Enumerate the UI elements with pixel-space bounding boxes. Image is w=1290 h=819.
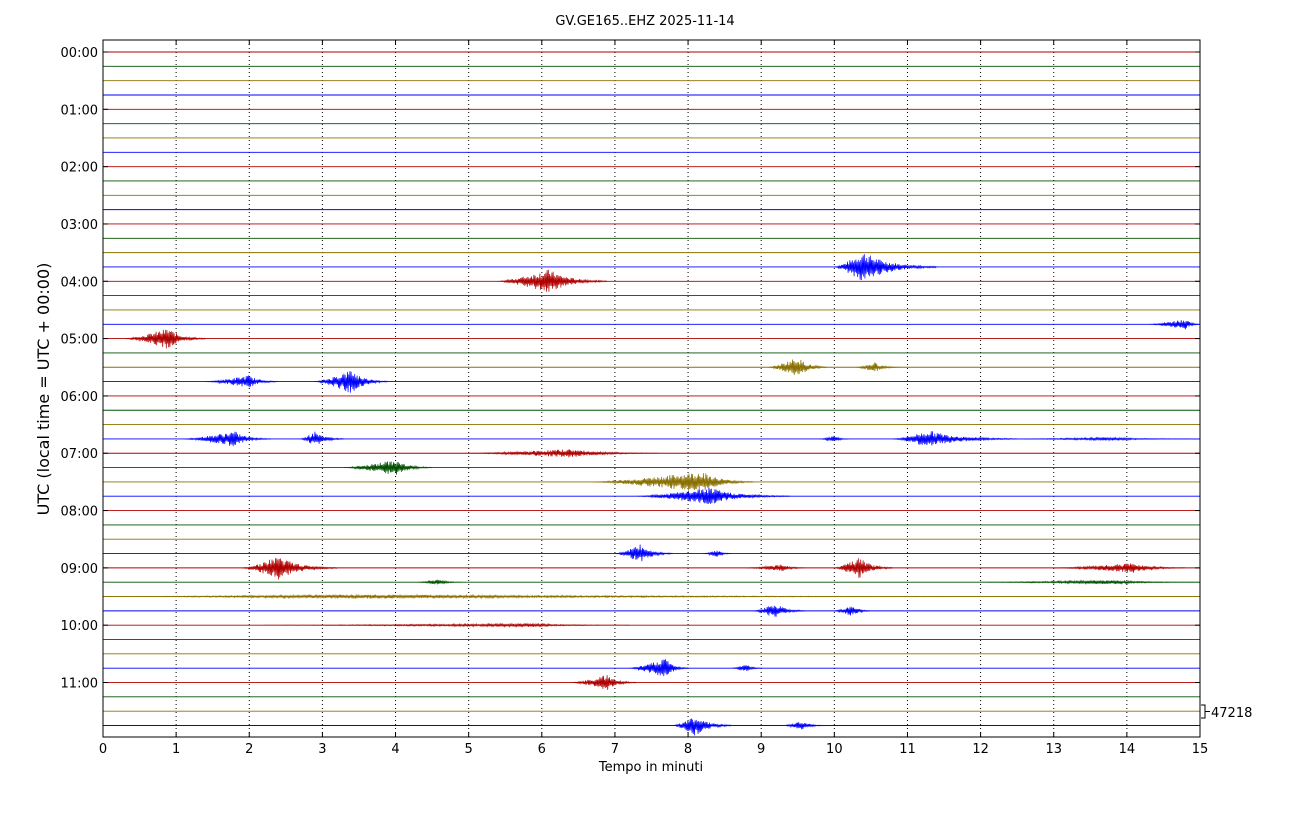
seismic-event-waveform xyxy=(746,564,805,572)
seismic-event-waveform xyxy=(731,665,761,672)
seismic-event-waveform xyxy=(205,375,279,388)
x-tick-label: 13 xyxy=(1045,742,1062,757)
x-tick-label: 5 xyxy=(465,742,473,757)
x-tick-label: 3 xyxy=(318,742,326,757)
x-tick-label: 2 xyxy=(245,742,253,757)
y-tick-label: 09:00 xyxy=(61,562,98,577)
x-tick-label: 9 xyxy=(757,742,765,757)
x-tick-label: 15 xyxy=(1192,742,1209,757)
y-tick-label: 11:00 xyxy=(61,677,98,692)
seismic-event-waveform xyxy=(636,487,791,505)
x-tick-label: 6 xyxy=(538,742,546,757)
x-axis: 0 1 2 3 4 5 6 7 8 9 10 11 12 13 14 15 xyxy=(99,40,1208,757)
y-tick-label: 10:00 xyxy=(61,619,98,634)
seismic-event-waveform xyxy=(1053,563,1186,573)
x-tick-label: 0 xyxy=(99,742,107,757)
y-tick-label: 02:00 xyxy=(61,161,98,176)
seismic-event-waveform xyxy=(183,431,272,447)
trace-group xyxy=(102,51,1200,736)
seismic-event-waveform xyxy=(314,371,388,393)
seismic-event-waveform xyxy=(497,269,608,292)
seismic-event-waveform xyxy=(753,605,806,617)
y-tick-label: 00:00 xyxy=(61,46,98,61)
seismic-event-waveform xyxy=(124,329,206,349)
x-tick-label: 7 xyxy=(611,742,619,757)
y-tick-label: 03:00 xyxy=(61,218,98,233)
seismic-event-waveform xyxy=(629,659,689,677)
seismic-event-waveform xyxy=(855,362,901,372)
x-tick-label: 1 xyxy=(172,742,180,757)
seismic-event-waveform xyxy=(300,431,345,444)
seismic-event-waveform xyxy=(570,675,637,690)
plot-frame xyxy=(102,39,1201,738)
seismic-event-waveform xyxy=(702,550,732,557)
x-tick-label: 14 xyxy=(1119,742,1136,757)
seismic-event-waveform xyxy=(768,359,827,376)
y-tick-label: 07:00 xyxy=(61,447,98,462)
seismic-event-waveform xyxy=(980,579,1200,585)
x-tick-label: 10 xyxy=(826,742,843,757)
seismic-event-waveform xyxy=(673,718,732,736)
seismic-event-waveform xyxy=(892,431,1018,446)
seismic-event-waveform xyxy=(343,461,433,475)
seismic-event-waveform xyxy=(833,254,937,281)
seismic-event-waveform xyxy=(263,622,630,628)
scale-indicator: 47218 xyxy=(1201,704,1252,721)
y-tick-label: 06:00 xyxy=(61,390,98,405)
seismic-event-waveform xyxy=(614,544,674,562)
chart-title: GV.GE165..EHZ 2025-11-14 xyxy=(555,14,734,29)
seismic-event-waveform xyxy=(102,593,1200,600)
seismic-event-waveform xyxy=(819,435,849,442)
seismic-event-waveform xyxy=(833,606,871,616)
y-tick-label: 01:00 xyxy=(61,103,98,118)
y-tick-label: 04:00 xyxy=(61,275,98,290)
x-axis-label: Tempo in minuti xyxy=(598,760,703,775)
x-tick-label: 12 xyxy=(972,742,989,757)
x-tick-label: 4 xyxy=(391,742,399,757)
scale-label: 47218 xyxy=(1211,706,1252,721)
seismic-event-waveform xyxy=(417,579,462,585)
seismic-event-waveform xyxy=(833,558,893,578)
x-tick-label: 8 xyxy=(684,742,692,757)
y-tick-label: 05:00 xyxy=(61,333,98,348)
y-axis: 00:00 01:00 02:00 03:00 04:00 05:00 06:00 07:00… xyxy=(61,46,1200,692)
scale-bracket xyxy=(1201,704,1206,719)
seismic-event-waveform xyxy=(241,558,338,580)
minute-gridlines xyxy=(175,40,1128,737)
seismic-event-waveform xyxy=(593,473,754,491)
seismic-event-waveform xyxy=(782,722,828,730)
y-tick-label: 08:00 xyxy=(61,505,98,520)
x-tick-label: 11 xyxy=(899,742,916,757)
seismic-event-waveform xyxy=(468,449,659,458)
seismic-event-waveform xyxy=(1148,320,1200,330)
seismic-event-waveform xyxy=(1016,436,1200,442)
y-axis-label: UTC (local time = UTC + 00:00) xyxy=(34,263,53,516)
